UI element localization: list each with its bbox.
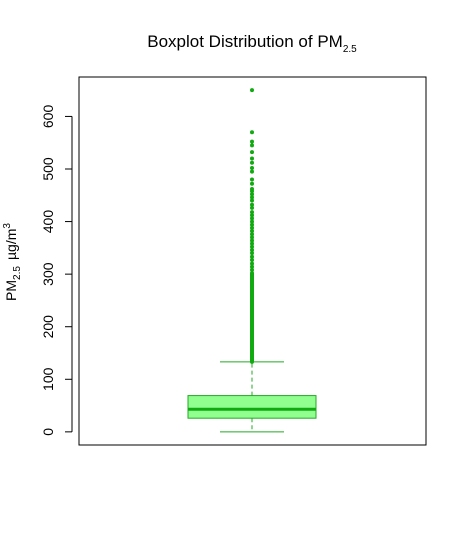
outlier-point: [250, 261, 254, 266]
outlier-point: [250, 210, 254, 215]
y-tick-label-200: 200: [40, 315, 56, 339]
outlier-point: [250, 160, 254, 165]
outlier-point: [250, 267, 254, 272]
outlier-point: [250, 202, 254, 207]
box-plot: [187, 361, 317, 433]
y-axis-label-superscript: 3: [2, 223, 13, 229]
iqr-box: [187, 395, 317, 419]
outlier-point: [250, 195, 254, 200]
outlier-point: [250, 219, 254, 224]
outlier-point: [250, 130, 254, 135]
outlier-point: [250, 225, 254, 230]
outlier-point: [250, 143, 254, 148]
outlier-point: [250, 205, 254, 210]
y-tick-label-300: 300: [40, 262, 56, 286]
outlier-point: [250, 247, 254, 252]
outlier-point: [250, 213, 254, 218]
y-axis-label-main: PM: [3, 280, 19, 301]
y-axis-label: PM2.5 µg/m3: [2, 223, 23, 301]
outlier-point: [250, 235, 254, 240]
outlier-point: [250, 264, 254, 269]
outlier-points: [250, 88, 254, 364]
outlier-point: [250, 216, 254, 221]
outlier-point: [250, 177, 254, 182]
y-axis: 0 100 200 300 400 500 600: [40, 105, 73, 436]
outlier-point: [250, 192, 254, 197]
outlier-point: [250, 186, 254, 191]
outlier-point: [250, 181, 254, 186]
outlier-point: [250, 251, 254, 256]
y-tick-label-600: 600: [40, 105, 56, 129]
outlier-point: [250, 222, 254, 227]
y-axis-label-unit: µg/m: [3, 229, 19, 260]
outlier-point: [250, 232, 254, 237]
outlier-point: [250, 198, 254, 203]
outlier-point: [250, 257, 254, 262]
outlier-point: [250, 271, 254, 276]
chart-title-subscript: 2.5: [343, 44, 357, 55]
outlier-point: [250, 169, 254, 174]
chart-title-main: Boxplot Distribution of PM: [147, 32, 343, 51]
y-axis-label-subscript: 2.5: [12, 266, 23, 280]
outlier-point: [250, 229, 254, 234]
outlier-point: [250, 165, 254, 170]
chart-title: Boxplot Distribution of PM2.5: [147, 32, 357, 55]
outlier-point: [250, 156, 254, 161]
outlier-point: [250, 244, 254, 249]
y-tick-label-0: 0: [40, 428, 56, 436]
outlier-point: [250, 238, 254, 243]
outlier-point: [250, 150, 254, 155]
outlier-point: [250, 254, 254, 259]
plot-frame: [78, 76, 427, 446]
y-tick-label-400: 400: [40, 210, 56, 234]
outlier-point: [250, 241, 254, 246]
outlier-point: [250, 139, 254, 144]
y-tick-label-500: 500: [40, 157, 56, 181]
outlier-point: [250, 88, 254, 93]
y-tick-label-100: 100: [40, 367, 56, 391]
